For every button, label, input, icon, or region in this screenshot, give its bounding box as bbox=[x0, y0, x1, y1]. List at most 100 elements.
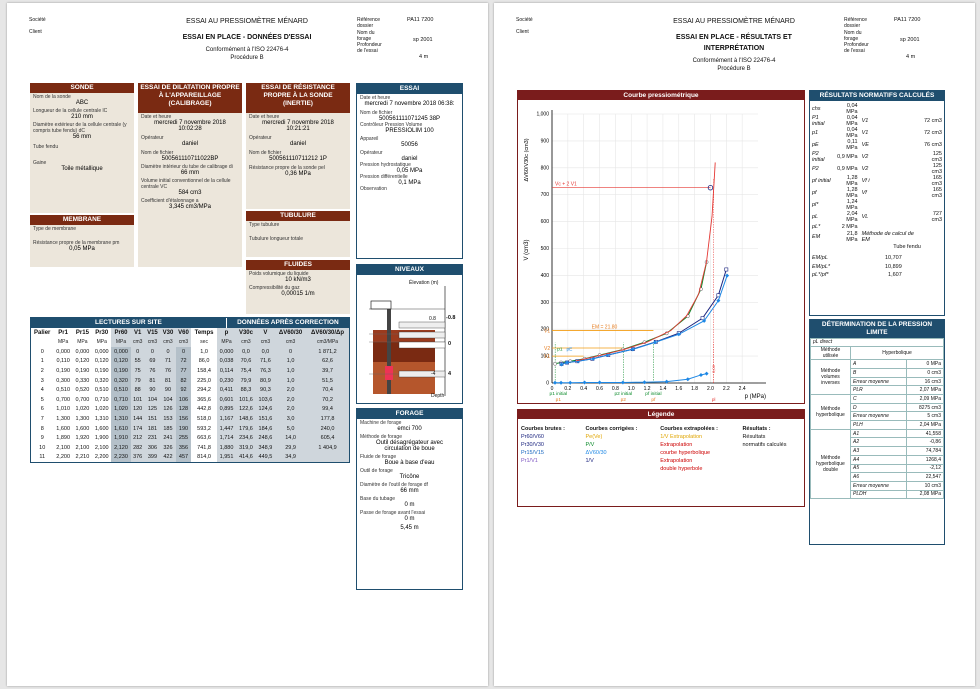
det-value: -0,86 bbox=[906, 437, 944, 448]
det-row: Méthode hyperbolique double A1 41,558 bbox=[810, 428, 944, 500]
sonde-nom-label: Nom de la sonde bbox=[33, 93, 71, 100]
chart-annotation: p2 initial bbox=[615, 391, 633, 397]
lectures-cell: 6 bbox=[40, 406, 44, 413]
det-value: 8275 cm3 bbox=[906, 402, 944, 413]
lectures-cell: 5,0 bbox=[275, 423, 307, 434]
x-tick-label: 0.8 bbox=[612, 386, 619, 392]
lectures-cell: 184,6 bbox=[255, 423, 276, 434]
lectures-cell: 0,000 bbox=[111, 346, 131, 357]
data-point bbox=[704, 371, 709, 376]
legend-e3: courbe hyperbolique bbox=[660, 450, 711, 456]
sonde-longueur-label: Longueur de la cellule centrale lC bbox=[33, 107, 108, 114]
data-point bbox=[582, 380, 587, 385]
lectures-cell: 1 404,9 bbox=[306, 442, 349, 453]
lectures-cell: 153 bbox=[160, 414, 176, 424]
data-point bbox=[591, 356, 596, 361]
det-param: PLR bbox=[849, 385, 908, 396]
for-diam: 66 mm bbox=[400, 487, 419, 494]
det-param: Erreur moyenne bbox=[849, 411, 908, 422]
ref-value: PA11 7200 bbox=[407, 17, 434, 23]
lectures-unit-4: MPa bbox=[111, 337, 131, 347]
det-pl-direct: pL direct bbox=[810, 337, 944, 348]
sonde-tube-label: Tube fendu bbox=[33, 143, 59, 150]
lectures-cell: 0 bbox=[160, 346, 176, 357]
det-row: Méthode utilisée Hyperbolique bbox=[810, 346, 944, 361]
resultats-tube: Tube fendu bbox=[893, 244, 921, 251]
lectures-cell: 88 bbox=[130, 385, 145, 395]
for-passe-label: Passe de forage avant l'essai bbox=[360, 509, 426, 516]
lectures-unit-14: cm3/MPa bbox=[306, 337, 349, 347]
for-last: 5,45 m bbox=[400, 524, 419, 531]
niveau-v3: -4 bbox=[431, 371, 436, 377]
lectures-cell: 0,510 bbox=[56, 387, 70, 394]
sonde-diametre-label: Diamètre extérieur de la cellule central… bbox=[33, 121, 127, 134]
legend-e1: 1/V Extrapolation bbox=[660, 434, 703, 440]
table-row: 8 1,600 1,600 1,600 1,610 174 181 185 190 593,2 1,… bbox=[31, 423, 349, 434]
essai-date: mercredi 7 novembre 2018 06:38: bbox=[364, 100, 455, 107]
det-group-label: Méthode volumes inverses bbox=[810, 359, 851, 396]
lectures-cell: 0,110 bbox=[56, 358, 70, 365]
lectures-cell: 2,100 bbox=[94, 444, 109, 451]
determination-table: pL direct Méthode utilisée Hyperbolique Mét… bbox=[810, 337, 944, 500]
series-line-4 bbox=[575, 162, 716, 362]
lectures-cell: 1,910 bbox=[111, 433, 131, 443]
table-row: 10 2,100 2,100 2,100 2,120 282 306 326 356 741,8 1… bbox=[31, 442, 349, 453]
table-row: 0 0,000 0,000 0,000 0,000 0 0 0 0 1,0 0,000 0,0 0,0 0… bbox=[31, 346, 349, 357]
fl-comp-label: Compressibilité du gaz bbox=[249, 284, 300, 291]
data-point bbox=[642, 380, 647, 385]
result-cell: Vf bbox=[861, 189, 867, 196]
legend-r2: normatifs calculés bbox=[742, 442, 787, 448]
x-tick-label: 1.0 bbox=[628, 386, 635, 392]
lectures-table: Palier Pr1 Pr15 Pr30 Pr60 V1 V15 V30 V60 Temps p V3… bbox=[31, 327, 349, 463]
lectures-cell: 7 bbox=[40, 415, 44, 422]
ref-label-1: Référence bbox=[357, 17, 381, 23]
legend-title: Légende bbox=[518, 410, 804, 419]
det-param: C bbox=[849, 394, 908, 404]
det-row: Méthode hyperbolique C 2,09 MPa bbox=[810, 394, 944, 430]
lectures-cell: 11 bbox=[39, 454, 46, 461]
y-axis-label: V (cm3) bbox=[524, 239, 530, 260]
lectures-cell: 51,5 bbox=[306, 375, 349, 386]
lectures-cell: 0,190 bbox=[56, 367, 70, 374]
lectures-unit-13: cm3 bbox=[275, 337, 307, 347]
resultats-title: RÉSULTATS NORMATIFS CALCULÉS bbox=[810, 91, 944, 101]
data-point bbox=[716, 298, 721, 303]
lectures-cell: 81 bbox=[144, 375, 161, 386]
lectures-unit-10: MPa bbox=[216, 337, 237, 347]
lectures-cell: 0,710 bbox=[94, 396, 109, 403]
for-outil: Tricône bbox=[399, 473, 420, 480]
essai-op: daniel bbox=[401, 155, 418, 162]
lectures-header-13: ΔV60/30 bbox=[275, 327, 307, 338]
forage-value: sp 2001 bbox=[413, 37, 433, 43]
lectures-header-0: Palier bbox=[34, 329, 51, 336]
forage-title: FORAGE bbox=[357, 409, 462, 419]
lectures-unit-11: cm3 bbox=[236, 337, 256, 347]
determination-panel: DÉTERMINATION DE LA PRESSION LIMITE pL d… bbox=[809, 319, 945, 545]
lectures-cell: 0,038 bbox=[216, 356, 237, 367]
lectures-cell: 185 bbox=[160, 423, 176, 434]
det-value: 22,547 bbox=[906, 472, 944, 482]
result-row: pf initial 1,28 MPa Vf i 165 cm3 bbox=[810, 175, 944, 187]
lectures-cell: 0 bbox=[275, 346, 307, 357]
lectures-header-11: V30c bbox=[236, 327, 256, 338]
lectures-cell: 92 bbox=[175, 385, 192, 395]
lectures-cell: 457 bbox=[175, 452, 192, 463]
ratio-label: pL*/pf* bbox=[812, 272, 829, 279]
res-res: 0,36 MPa bbox=[285, 171, 311, 177]
lectures-cell: 88,3 bbox=[236, 385, 256, 395]
det-value: 0 MPa bbox=[906, 359, 944, 369]
dil-coef: 3,345 cm3/MPa bbox=[168, 204, 212, 210]
for-methode-2: circulation de boue bbox=[384, 445, 435, 452]
lectures-cell: 0 bbox=[130, 346, 145, 357]
lectures-cell: 126 bbox=[160, 404, 176, 415]
legend-b1: Pr60/V60 bbox=[521, 434, 544, 440]
forage2-label-2: forage bbox=[844, 35, 859, 42]
lectures-cell: 2,100 bbox=[56, 444, 70, 451]
lectures-cell: 2,100 bbox=[75, 444, 90, 451]
vc-2v1-label: Vc + 2 V1 bbox=[555, 182, 577, 188]
dil-fichier-label: Nom de fichier bbox=[141, 150, 174, 156]
essai-app: 50056 bbox=[401, 141, 418, 148]
lectures-cell: 376 bbox=[130, 452, 145, 463]
lectures-unit-12: cm3 bbox=[255, 337, 276, 347]
lectures-header-10: p bbox=[216, 327, 237, 338]
